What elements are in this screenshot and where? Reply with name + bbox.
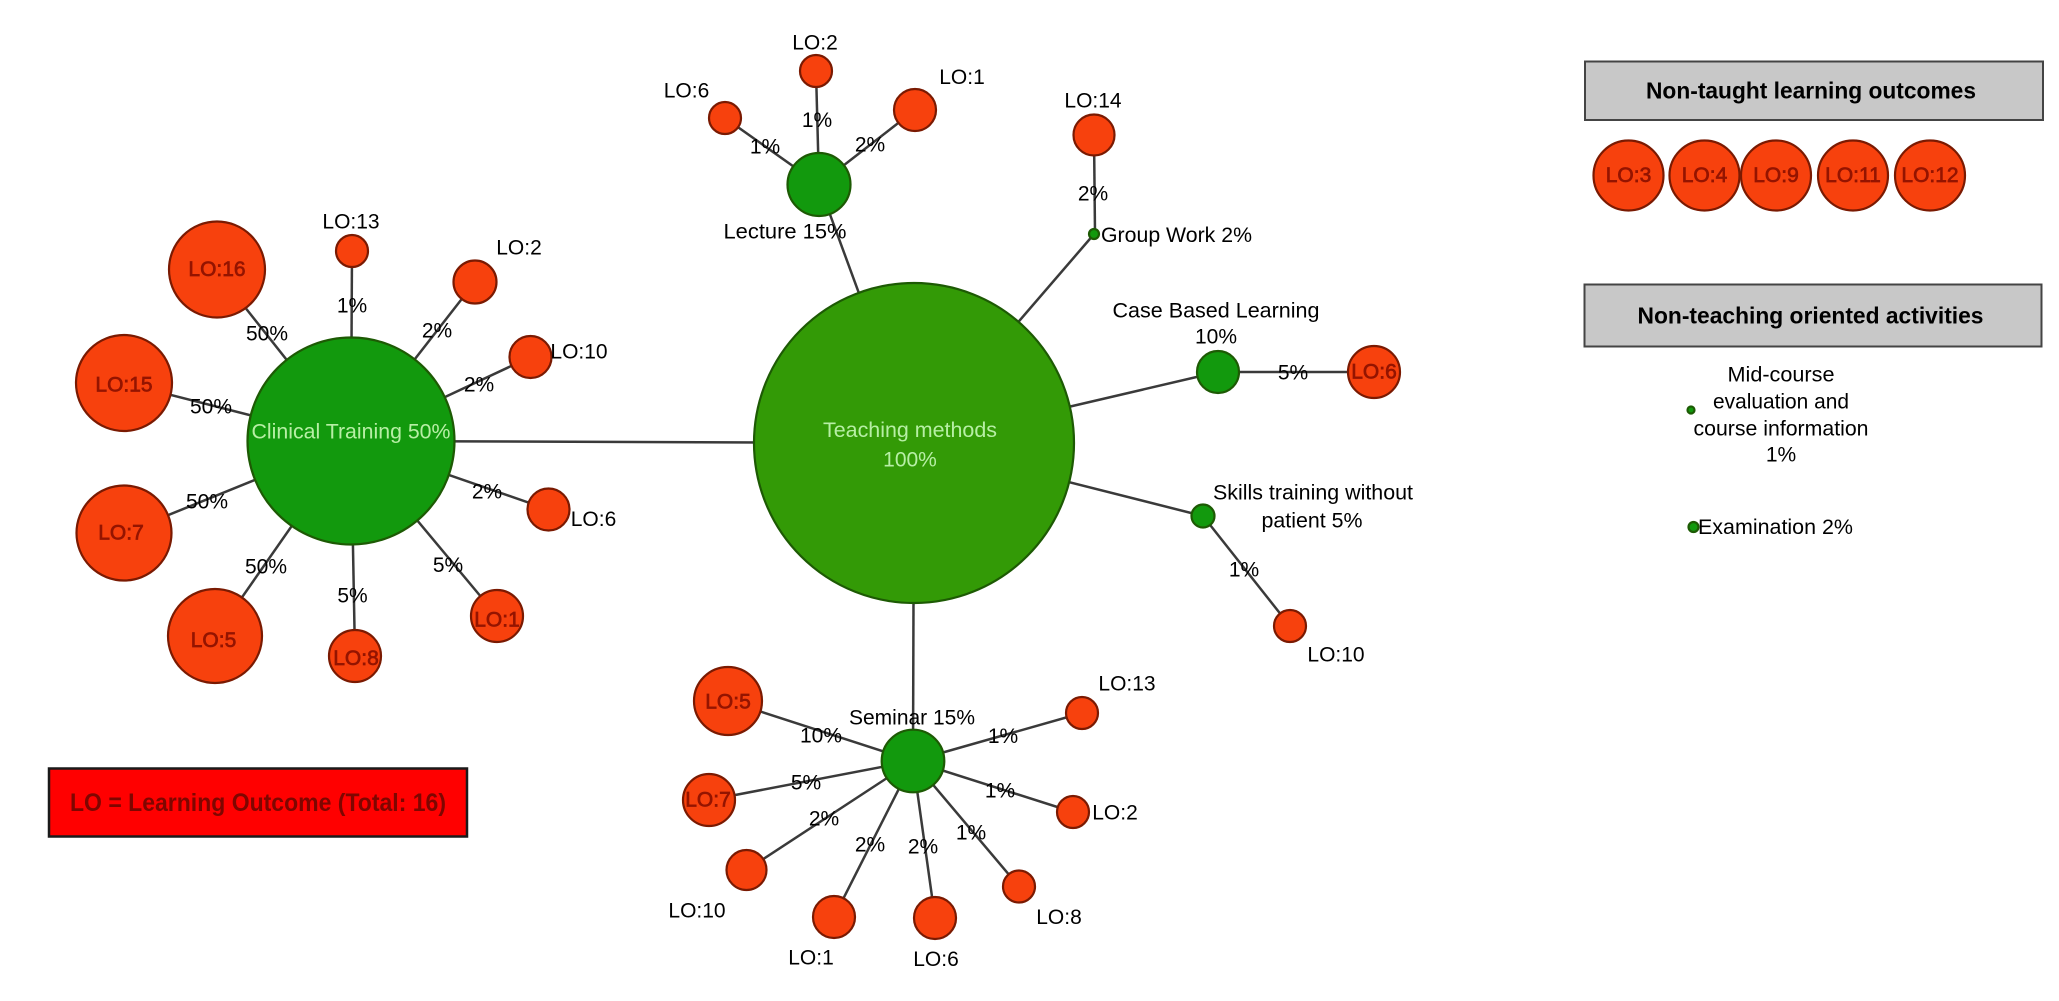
svg-text:LO:11: LO:11 <box>1825 164 1881 187</box>
svg-text:LO:8: LO:8 <box>1036 906 1082 929</box>
svg-text:Mid-course: Mid-course <box>1728 364 1835 387</box>
svg-text:1%: 1% <box>1766 444 1796 467</box>
svg-text:5%: 5% <box>337 585 367 608</box>
svg-text:LO:7: LO:7 <box>685 789 731 812</box>
svg-text:Non-taught learning outcomes: Non-taught learning outcomes <box>1646 78 1976 104</box>
svg-text:LO:16: LO:16 <box>188 258 245 281</box>
svg-text:2%: 2% <box>908 836 938 859</box>
svg-text:5%: 5% <box>791 772 821 795</box>
svg-text:1%: 1% <box>337 295 367 318</box>
svg-text:Non-teaching oriented activiti: Non-teaching oriented activities <box>1638 303 1984 329</box>
svg-text:LO:2: LO:2 <box>496 237 542 260</box>
svg-text:2%: 2% <box>809 808 839 831</box>
svg-text:LO:10: LO:10 <box>550 341 607 364</box>
svg-text:Skills training without: Skills training without <box>1213 482 1413 505</box>
svg-text:LO:6: LO:6 <box>913 948 959 971</box>
svg-text:10%: 10% <box>1195 326 1237 349</box>
svg-text:LO:10: LO:10 <box>1307 644 1364 667</box>
svg-text:LO:13: LO:13 <box>322 211 379 234</box>
svg-text:10%: 10% <box>800 725 842 748</box>
svg-text:LO:2: LO:2 <box>1092 802 1138 825</box>
svg-text:Lecture 15%: Lecture 15% <box>724 221 847 244</box>
svg-text:LO:8: LO:8 <box>333 647 379 670</box>
svg-text:1%: 1% <box>956 822 986 845</box>
svg-text:LO:5: LO:5 <box>705 691 751 714</box>
svg-text:LO:12: LO:12 <box>1901 164 1958 187</box>
svg-text:Examination 2%: Examination 2% <box>1698 516 1853 539</box>
svg-text:LO:1: LO:1 <box>788 947 834 970</box>
svg-text:LO:6: LO:6 <box>664 80 710 103</box>
svg-text:LO:1: LO:1 <box>474 609 520 632</box>
svg-text:100%: 100% <box>883 449 937 472</box>
svg-text:LO:13: LO:13 <box>1098 673 1155 696</box>
svg-text:2%: 2% <box>464 374 494 397</box>
svg-text:2%: 2% <box>1078 183 1108 206</box>
svg-text:5%: 5% <box>1278 362 1308 385</box>
svg-text:50%: 50% <box>186 491 228 514</box>
svg-text:patient 5%: patient 5% <box>1262 510 1363 533</box>
svg-text:2%: 2% <box>855 834 885 857</box>
svg-text:2%: 2% <box>855 134 885 157</box>
svg-text:LO:2: LO:2 <box>792 32 838 55</box>
svg-text:Case Based Learning: Case Based Learning <box>1113 300 1320 323</box>
svg-text:50%: 50% <box>190 396 232 419</box>
svg-text:1%: 1% <box>985 780 1015 803</box>
svg-text:Teaching methods: Teaching methods <box>823 419 997 442</box>
svg-text:LO:1: LO:1 <box>939 66 985 89</box>
svg-text:Seminar 15%: Seminar 15% <box>849 707 975 730</box>
svg-text:LO:5: LO:5 <box>191 629 237 652</box>
svg-text:LO:14: LO:14 <box>1064 90 1122 113</box>
svg-text:50%: 50% <box>246 323 288 346</box>
svg-text:1%: 1% <box>988 725 1018 748</box>
svg-text:LO:10: LO:10 <box>668 900 725 923</box>
svg-text:LO:15: LO:15 <box>95 374 152 397</box>
svg-text:LO:9: LO:9 <box>1753 164 1799 187</box>
svg-text:LO:3: LO:3 <box>1606 164 1652 187</box>
svg-text:2%: 2% <box>422 320 452 343</box>
svg-text:evaluation and: evaluation and <box>1713 391 1849 414</box>
svg-text:5%: 5% <box>433 554 463 577</box>
svg-text:LO:7: LO:7 <box>98 522 144 545</box>
svg-text:course information: course information <box>1694 418 1869 441</box>
svg-text:1%: 1% <box>750 136 780 159</box>
svg-text:LO = Learning Outcome (Total:: LO = Learning Outcome (Total: 16) <box>70 789 446 817</box>
svg-text:LO:6: LO:6 <box>571 508 617 531</box>
svg-text:LO:6: LO:6 <box>1351 361 1397 384</box>
svg-text:2%: 2% <box>472 481 502 504</box>
svg-text:1%: 1% <box>802 109 832 132</box>
svg-text:1%: 1% <box>1229 559 1259 582</box>
svg-text:50%: 50% <box>245 556 287 579</box>
svg-text:LO:4: LO:4 <box>1682 164 1728 187</box>
svg-text:Group Work 2%: Group Work 2% <box>1101 224 1252 247</box>
svg-text:Clinical Training 50%: Clinical Training 50% <box>252 421 451 444</box>
